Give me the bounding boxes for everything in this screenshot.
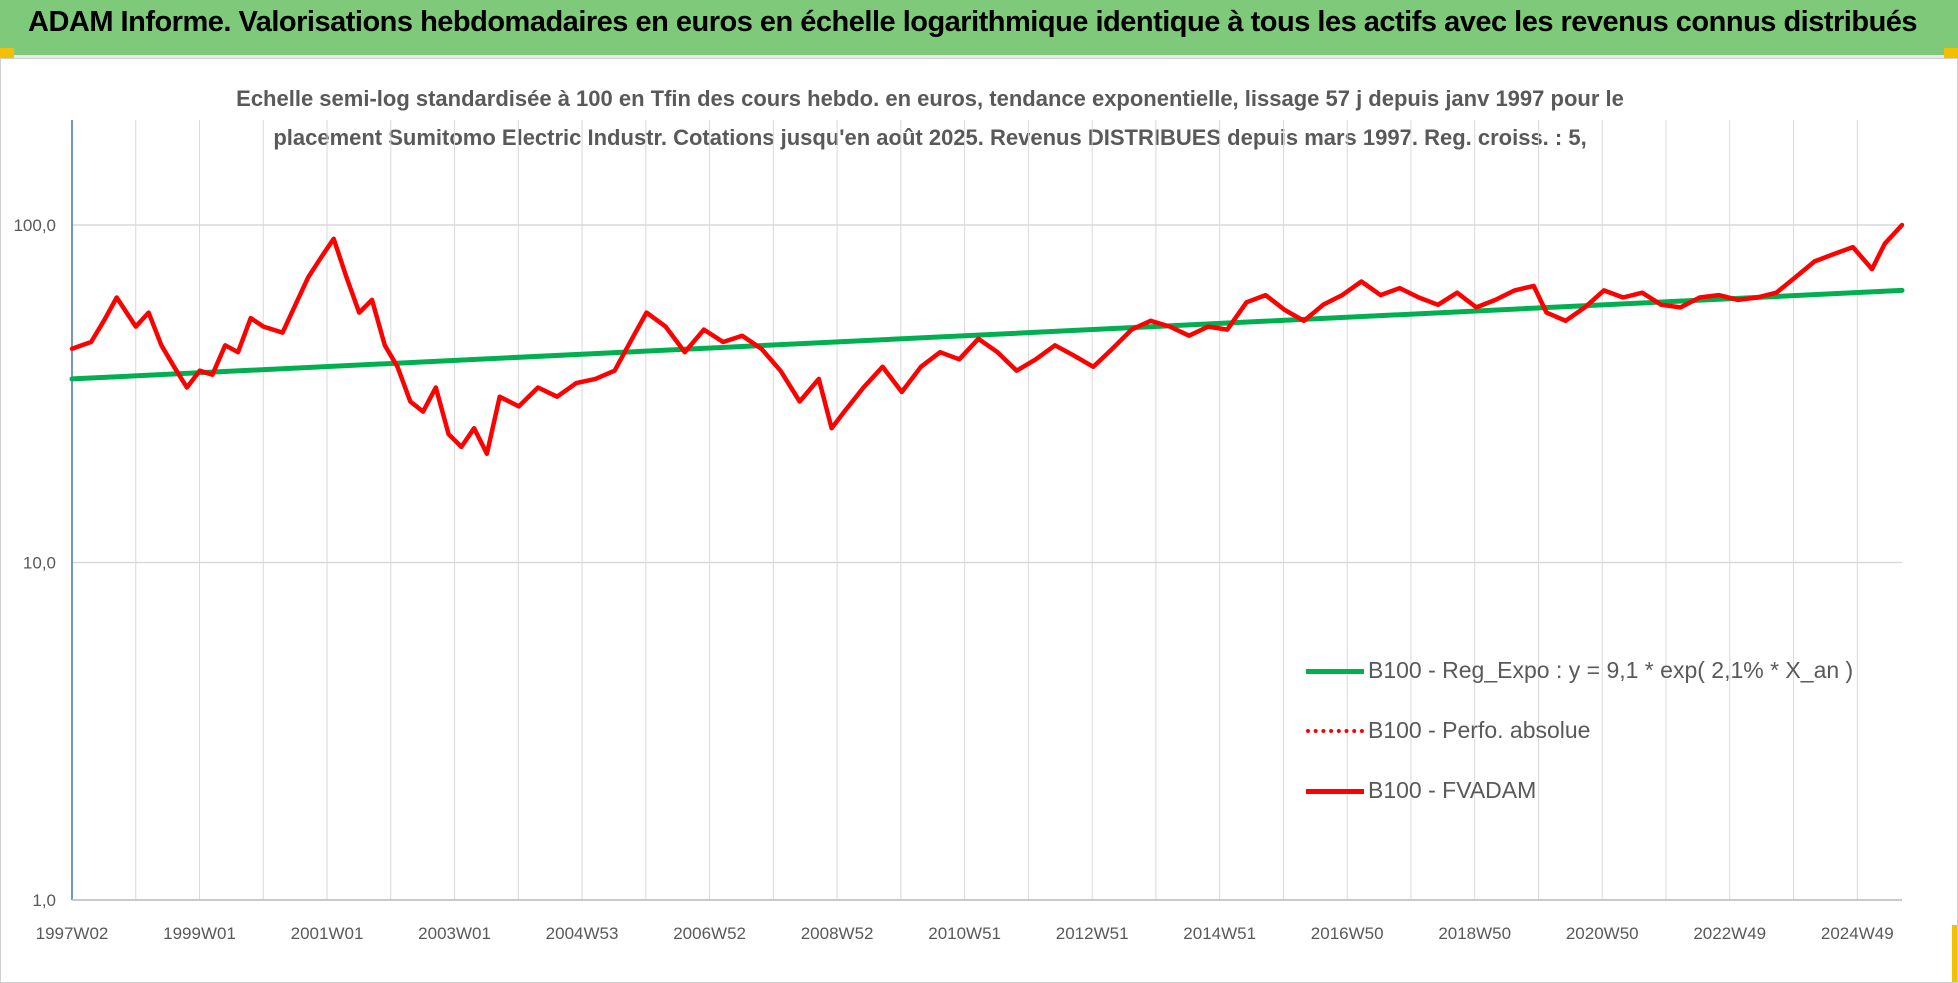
x-tick-label: 2016W50 <box>1311 924 1384 943</box>
x-tick-label: 2018W50 <box>1438 924 1511 943</box>
legend-label-fvadam: B100 - FVADAM <box>1368 777 1537 803</box>
x-tick-label: 2008W52 <box>801 924 874 943</box>
legend-swatch-perfo-absolue <box>1306 729 1364 733</box>
x-tick-label: 1997W02 <box>36 924 109 943</box>
corner-accent-top-right <box>1944 48 1958 58</box>
y-tick-label: 10,0 <box>23 554 56 573</box>
x-tick-label: 2020W50 <box>1566 924 1639 943</box>
header-bar: ADAM Informe. Valorisations hebdomadaire… <box>0 0 1958 58</box>
legend-swatch-reg-expo <box>1306 669 1364 674</box>
x-tick-label: 2004W53 <box>546 924 619 943</box>
page-title: ADAM Informe. Valorisations hebdomadaire… <box>28 6 1918 38</box>
x-tick-label: 2001W01 <box>291 924 364 943</box>
y-tick-label: 1,0 <box>32 891 56 910</box>
x-tick-label: 2024W49 <box>1821 924 1894 943</box>
x-tick-label: 2003W01 <box>418 924 491 943</box>
legend-swatch-fvadam <box>1306 789 1364 794</box>
x-tick-label: 2022W49 <box>1693 924 1766 943</box>
legend-label-perfo-absolue: B100 - Perfo. absolue <box>1368 717 1591 743</box>
x-tick-label: 2014W51 <box>1183 924 1256 943</box>
corner-accent-bottom-right <box>1952 925 1958 983</box>
series-line-fvadam <box>69 222 1905 457</box>
x-tick-label: 2010W51 <box>928 924 1001 943</box>
corner-accent-top-left <box>0 48 14 58</box>
x-tick-label: 2006W52 <box>673 924 746 943</box>
chart-subtitle-line-1: Echelle semi-log standardisée à 100 en T… <box>236 86 1624 111</box>
chart-subtitle-line-2: placement Sumitomo Electric Industr. Cot… <box>273 125 1587 150</box>
x-tick-label: 1999W01 <box>163 924 236 943</box>
series-line-reg-expo <box>69 287 1905 382</box>
x-tick-label: 2012W51 <box>1056 924 1129 943</box>
legend-label-reg-expo: B100 - Reg_Expo : y = 9,1 * exp( 2,1% * … <box>1368 657 1854 683</box>
y-tick-label: 100,0 <box>13 216 56 235</box>
